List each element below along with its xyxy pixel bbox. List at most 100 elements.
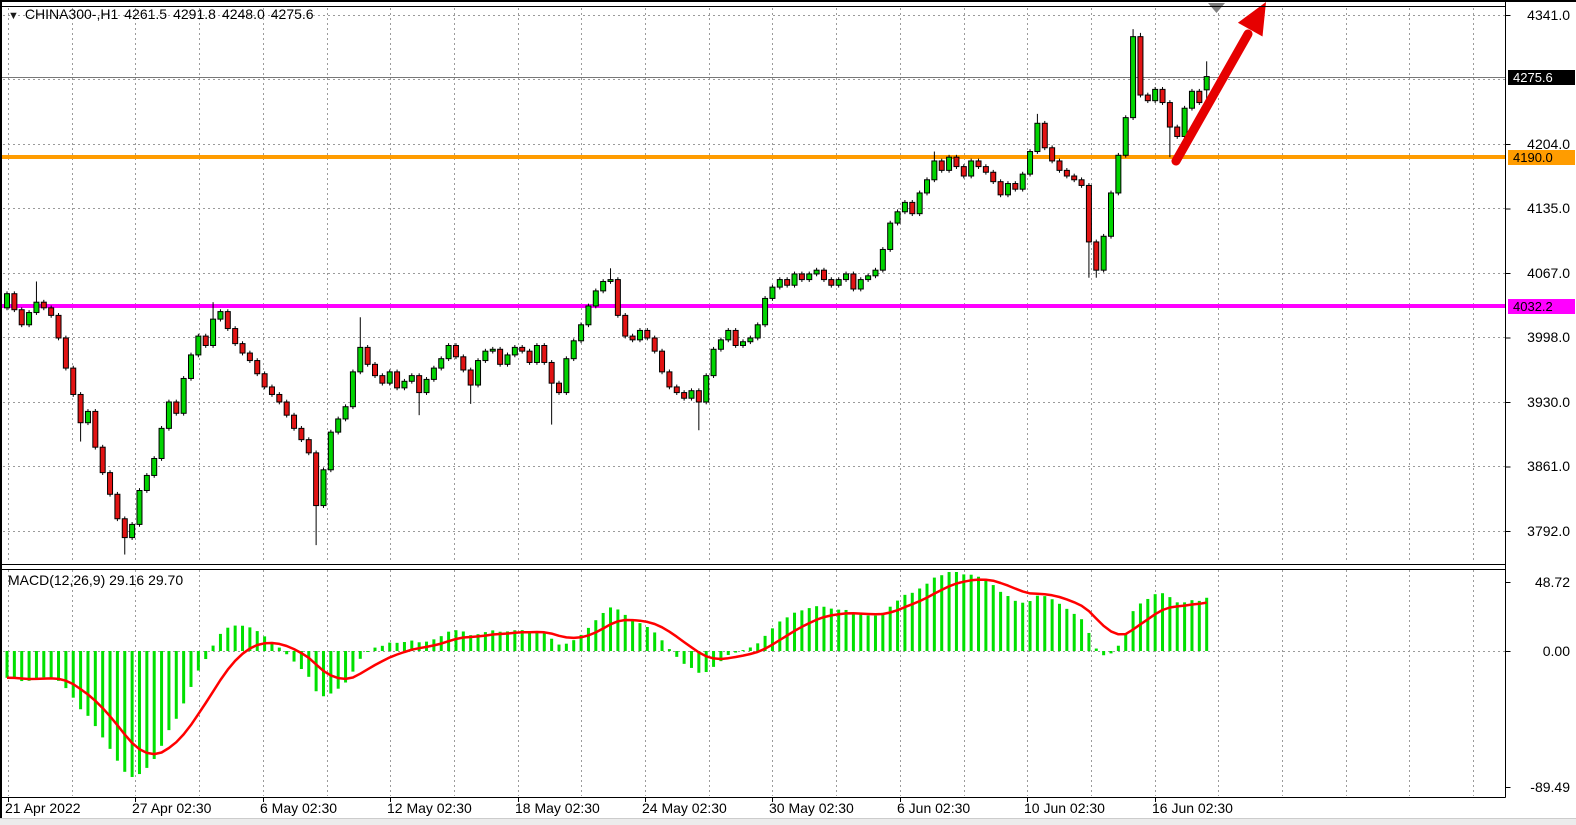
candle-bear (909, 201, 916, 215)
candle-bear (224, 311, 231, 330)
macd-axis-label: -89.49 (1530, 779, 1570, 796)
candle-bull (504, 354, 511, 365)
macd-histogram-bar (79, 651, 83, 710)
candle-bear (305, 439, 312, 454)
macd-histogram-bar (667, 649, 671, 651)
candle-bull (210, 318, 217, 347)
macd-histogram-bar (682, 651, 686, 664)
high-value: 4291.8 (173, 6, 216, 22)
candle-bull (835, 279, 842, 286)
macd-histogram-bar (932, 577, 936, 651)
macd-histogram-bar (851, 613, 855, 651)
candle-bear (1085, 184, 1092, 243)
candlestick-plot-area[interactable] (4, 29, 1210, 555)
candle-bear (313, 452, 320, 507)
candle-bull (4, 293, 10, 309)
level-line-4032.2[interactable] (0, 304, 1506, 308)
macd-histogram-bar (763, 635, 767, 651)
macd-histogram-bar (918, 588, 922, 651)
candle-bear (629, 335, 636, 341)
macd-histogram-bar (689, 651, 693, 668)
macd-histogram-bar (1072, 613, 1076, 651)
candle-bull (806, 273, 813, 281)
candle-bear (276, 393, 283, 403)
macd-histogram-bar (557, 644, 561, 651)
macd-histogram-bar (20, 651, 24, 682)
macd-histogram-bar (152, 651, 156, 759)
macd-histogram-bar (1138, 603, 1142, 651)
macd-histogram-bar (204, 651, 208, 660)
candle-bear (1041, 122, 1048, 149)
candle-bear (519, 346, 526, 352)
horizontal-level-lines[interactable] (0, 77, 1506, 309)
candle-bull (725, 329, 732, 341)
macd-histogram-bar (1153, 594, 1157, 651)
candle-bull (158, 427, 165, 459)
macd-histogram-bar (1175, 602, 1179, 651)
macd-histogram-bar (704, 651, 708, 673)
time-axis-label: 10 Jun 02:30 (1024, 800, 1105, 816)
candle-bull (754, 324, 761, 339)
candle-bear (452, 345, 459, 358)
candle-bull (136, 490, 143, 525)
time-axis-label: 6 May 02:30 (260, 800, 338, 816)
time-marker-triangle-icon (1208, 3, 1225, 13)
candle-bull (592, 290, 599, 307)
candle-bull (438, 358, 445, 369)
macd-histogram-bar (395, 642, 399, 651)
candle-bull (769, 286, 776, 299)
candle-bear (239, 343, 246, 354)
candle-bear (990, 171, 997, 183)
macd-histogram-bar (520, 630, 524, 651)
macd-histogram-bar (410, 640, 414, 651)
macd-histogram-bar (800, 610, 804, 651)
macd-plot-area[interactable] (5, 572, 1209, 777)
trend-arrow-shaft[interactable] (1171, 29, 1253, 166)
candle-bear (232, 328, 239, 345)
level-line-4190.0[interactable] (0, 155, 1506, 159)
macd-histogram-bar (182, 651, 186, 704)
candle-bear (18, 309, 25, 326)
candle-bear (975, 160, 982, 168)
macd-histogram-bar (167, 651, 171, 731)
price-axis-label: 3792.0 (1527, 522, 1570, 539)
macd-histogram-bar (351, 651, 355, 672)
macd-histogram-bar (778, 621, 782, 651)
candle-bull (386, 371, 393, 384)
candle-bull (349, 371, 356, 408)
candle-bull (1188, 90, 1195, 109)
macd-histogram-bar (1065, 608, 1069, 651)
macd-histogram-bar (873, 615, 877, 651)
candle-bull (180, 377, 187, 414)
macd-histogram-bar (130, 651, 134, 777)
candle-bull (445, 345, 452, 360)
chart-annotations[interactable] (1171, 2, 1266, 166)
macd-histogram-bar (145, 651, 149, 768)
quote-dropdown-icon[interactable]: ▼ (8, 10, 19, 22)
candle-bull (901, 201, 908, 213)
candle-bear (173, 401, 180, 414)
candle-bull (710, 348, 717, 377)
candle-bull (143, 474, 150, 492)
time-axis-label: 24 May 02:30 (642, 800, 727, 816)
candle-bull (33, 301, 40, 314)
macd-histogram-bar (329, 651, 333, 694)
candle-bear (673, 386, 680, 394)
macd-histogram-bar (734, 651, 738, 653)
macd-axis-label: 0.00 (1542, 643, 1570, 659)
trend-arrow-head[interactable] (1237, 2, 1266, 37)
candle-bull (129, 523, 136, 539)
candle-bear (1174, 126, 1181, 137)
macd-histogram-bar (675, 651, 679, 657)
macd-histogram-bar (564, 643, 568, 651)
candle-bull (26, 312, 33, 326)
macd-histogram-bar (402, 642, 406, 651)
macd-histogram-bar (248, 627, 252, 651)
candle-bear (291, 414, 298, 429)
macd-histogram-bar (49, 651, 53, 678)
candle-bull (1027, 151, 1034, 175)
candle-bear (1071, 175, 1078, 181)
macd-histogram-bar (1050, 599, 1054, 651)
candle-bear (666, 371, 673, 388)
macd-histogram-bar (299, 651, 303, 670)
